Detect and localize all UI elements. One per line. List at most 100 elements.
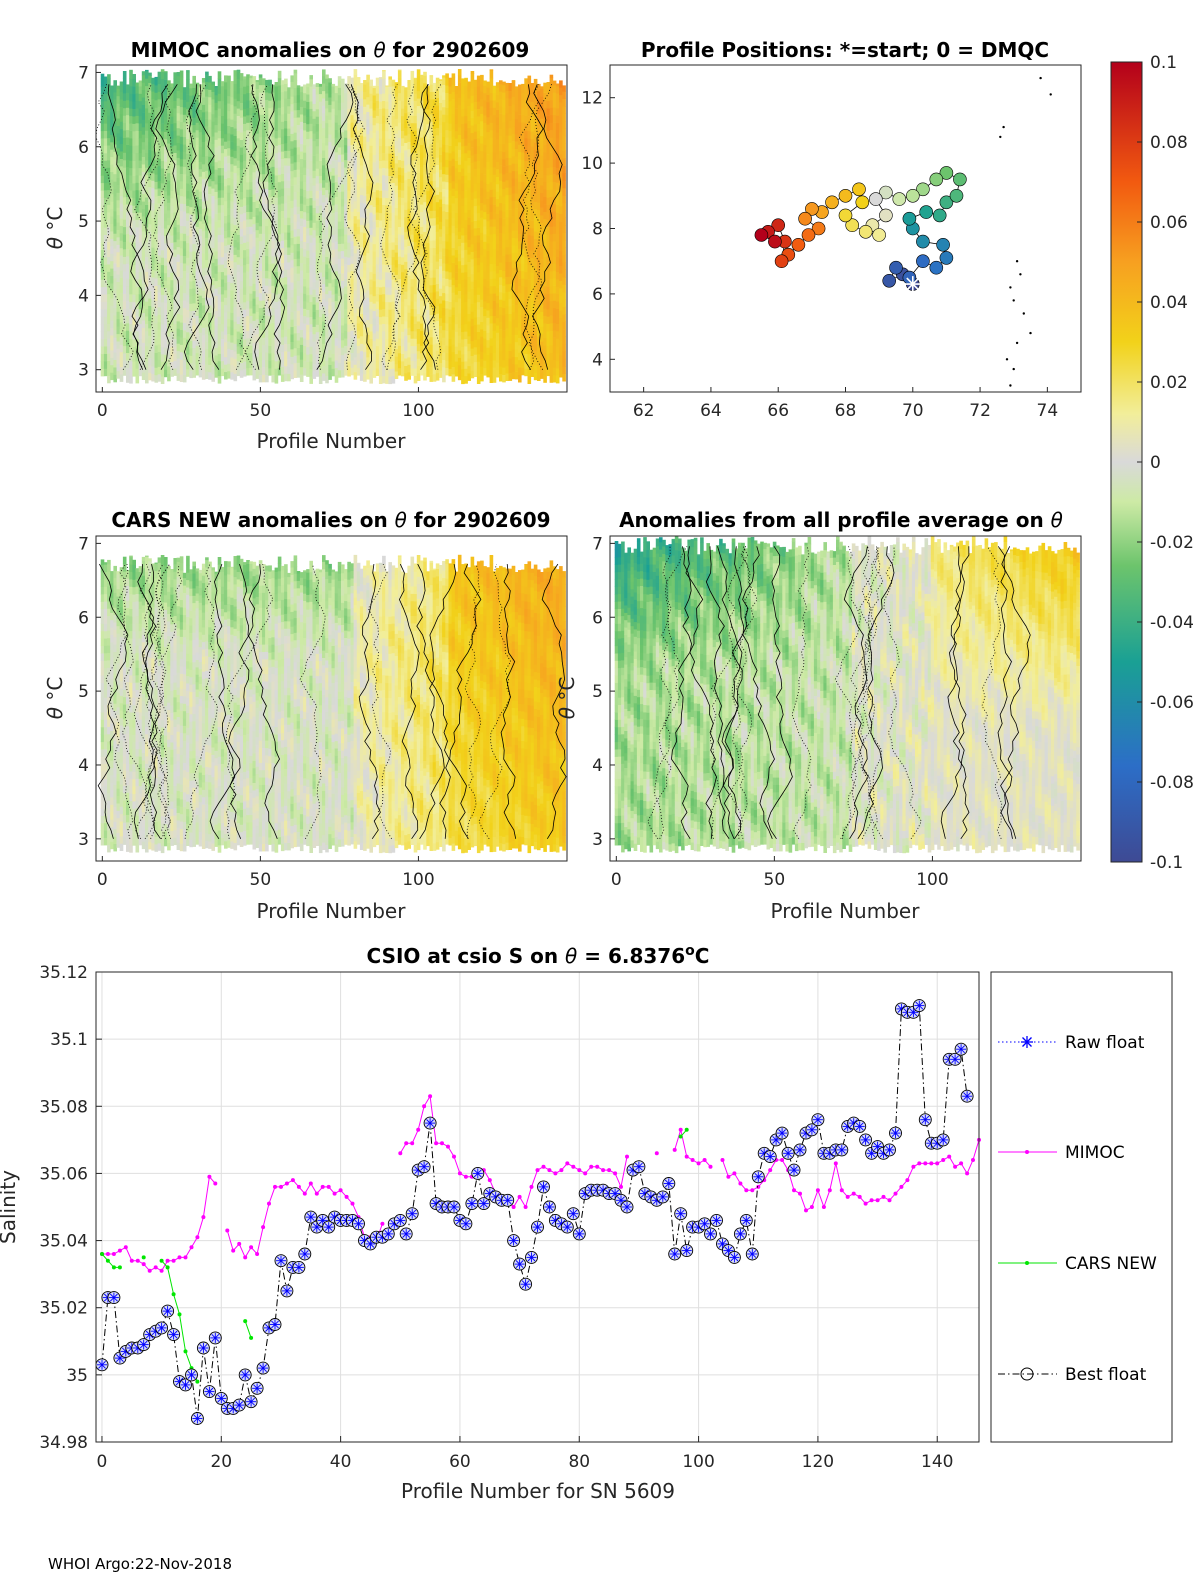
heatmap-cell: [290, 185, 294, 194]
heatmap-cell: [236, 145, 241, 154]
heatmap-cell: [359, 254, 364, 262]
heatmap-cell: [113, 107, 117, 115]
heatmap-cell: [129, 78, 133, 87]
heatmap-cell: [214, 310, 219, 319]
heatmap-cell: [154, 218, 159, 227]
heatmap-cell: [429, 299, 434, 308]
heatmap-cell: [201, 320, 206, 328]
heatmap-cell: [306, 294, 310, 303]
heatmap-cell: [148, 290, 152, 299]
heatmap-cell: [148, 216, 152, 225]
heatmap-cell: [284, 165, 288, 174]
heatmap-cell: [296, 280, 301, 289]
heatmap-cell: [382, 212, 386, 220]
heatmap-cell: [262, 315, 266, 323]
heatmap-cell: [341, 302, 345, 311]
heatmap-cell: [195, 226, 200, 235]
heatmap-cell: [138, 197, 143, 206]
heatmap-cell: [388, 153, 392, 162]
heatmap-cell: [315, 302, 320, 310]
heatmap-cell: [303, 174, 307, 183]
heatmap-cell: [426, 302, 430, 310]
heatmap-cell: [413, 130, 418, 139]
heatmap-cell: [480, 247, 484, 256]
heatmap-cell: [119, 322, 124, 330]
heatmap-cell: [318, 160, 323, 169]
heatmap-cell: [100, 115, 105, 124]
heatmap-cell: [239, 273, 244, 282]
heatmap-cell: [182, 99, 187, 108]
heatmap-cell: [132, 131, 136, 139]
heatmap-cell: [407, 357, 411, 365]
heatmap-cell: [252, 186, 257, 195]
heatmap-cell: [122, 226, 127, 235]
heatmap-cell: [246, 308, 250, 317]
heatmap-cell: [179, 359, 184, 368]
heatmap-cell: [306, 302, 310, 310]
heatmap-cell: [423, 268, 427, 277]
heatmap-cell: [407, 319, 411, 328]
heatmap-cell: [397, 263, 402, 272]
heatmap-cell: [423, 365, 427, 374]
heatmap-cell: [151, 321, 155, 330]
heatmap-cell: [423, 246, 427, 255]
heatmap-cell: [325, 368, 329, 376]
heatmap-cell: [303, 144, 307, 153]
heatmap-cell: [284, 365, 288, 374]
heatmap-cell: [315, 324, 320, 333]
heatmap-cell: [375, 331, 380, 339]
heatmap-cell: [331, 316, 336, 325]
heatmap-cell: [306, 257, 310, 266]
heatmap-cell: [132, 160, 136, 169]
heatmap-cell: [116, 222, 121, 230]
heatmap-cell: [382, 368, 386, 376]
heatmap-cell: [378, 160, 383, 169]
heatmap-cell: [388, 287, 392, 295]
heatmap-cell: [217, 227, 222, 235]
heatmap-cell: [116, 266, 121, 275]
heatmap-cell: [167, 98, 171, 107]
heatmap-cell: [167, 83, 171, 92]
heatmap-cell: [141, 134, 146, 143]
heatmap-cell: [132, 145, 136, 154]
heatmap-cell: [148, 335, 152, 344]
heatmap-cell: [249, 114, 253, 123]
heatmap-cell: [385, 264, 389, 273]
heatmap-cell: [173, 174, 177, 183]
heatmap-cell: [476, 205, 481, 214]
heatmap-cell: [145, 331, 149, 339]
heatmap-cell: [413, 78, 418, 87]
heatmap-cell: [214, 191, 219, 200]
heatmap-cell: [138, 93, 143, 102]
heatmap-cell: [385, 242, 389, 251]
heatmap-cell: [388, 220, 392, 228]
heatmap-cell: [176, 75, 181, 84]
heatmap-cell: [334, 152, 339, 160]
heatmap-cell: [334, 367, 339, 376]
heatmap-cell: [220, 249, 225, 258]
heatmap-cell: [164, 198, 168, 207]
heatmap-cell: [366, 208, 370, 217]
heatmap-cell: [182, 151, 187, 160]
heatmap-cell: [252, 82, 257, 91]
heatmap-cell: [107, 264, 111, 272]
heatmap-cell: [107, 323, 111, 332]
heatmap-cell: [410, 122, 415, 131]
heatmap-cell: [420, 74, 424, 79]
heatmap-cell: [322, 127, 326, 136]
heatmap-cell: [331, 309, 336, 317]
heatmap-cell: [100, 93, 105, 102]
heatmap-cell: [129, 69, 133, 72]
heatmap-cell: [363, 210, 367, 219]
heatmap-cell: [100, 309, 105, 317]
heatmap-cell: [385, 227, 389, 236]
heatmap-cell: [296, 146, 301, 155]
heatmap-cell: [407, 163, 411, 172]
heatmap-cell: [303, 182, 307, 190]
heatmap-cell: [280, 136, 285, 145]
heatmap-cell: [201, 364, 206, 373]
heatmap-cell: [476, 279, 481, 288]
heatmap-cell: [220, 271, 225, 280]
heatmap-cell: [309, 376, 313, 384]
heatmap-cell: [100, 78, 105, 87]
